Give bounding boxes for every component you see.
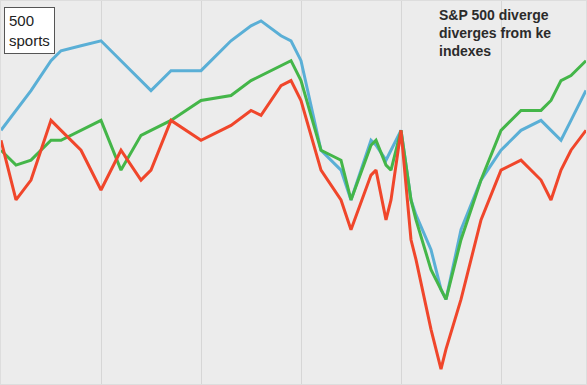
svg-text:500sports: 500sports xyxy=(9,12,50,49)
svg-text:S&P 500 divergediverges from k: S&P 500 divergediverges from keindexes xyxy=(439,7,551,59)
